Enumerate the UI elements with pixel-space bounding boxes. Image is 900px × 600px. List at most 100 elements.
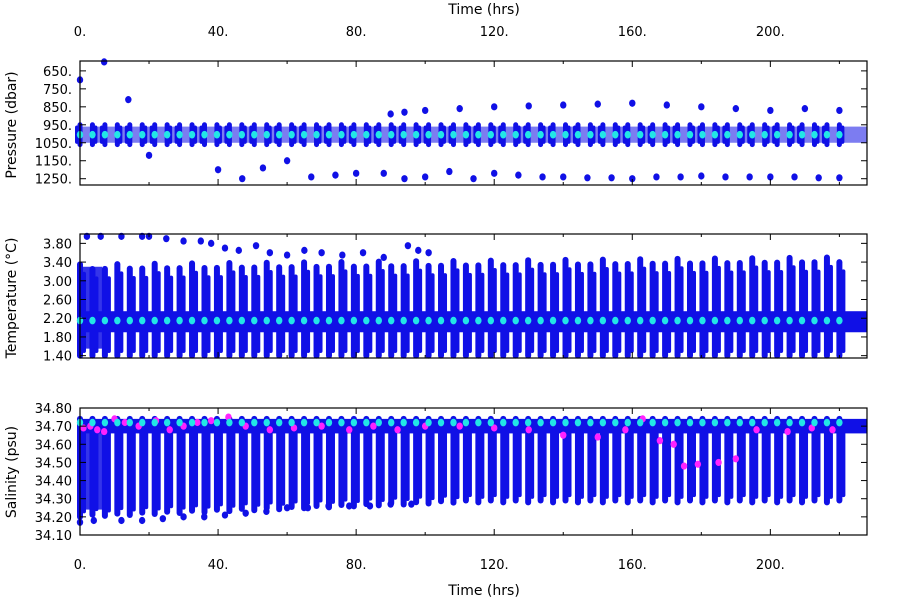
salinity-mean-point [226,418,233,427]
pressure-mean-point [487,130,495,139]
temperature-mean-point [736,316,743,325]
temperature-mean-point [549,316,557,325]
bottom-x-tick-label: 160. [618,558,647,573]
temperature-mean-point [574,316,582,325]
pressure-mean-point [176,130,183,139]
salinity-mean-point [400,418,407,427]
pressure-mean-point [798,130,806,139]
temperature-outlier-point [235,246,242,254]
pressure-mean-point [674,130,681,139]
temperature-mean-point [350,316,358,325]
salinity-outlier-point [366,502,374,510]
pressure-y-tick-label: 750. [43,83,72,98]
temperature-mean-point [761,316,768,325]
temperature-outlier-point [252,242,260,250]
pressure-mean-point [238,130,246,139]
salinity-y-tick-label: 34.30 [35,493,72,508]
pressure-mean-point [114,130,121,139]
temperature-mean-point [562,316,569,325]
salinity-mean-point [661,418,669,427]
salinity-highlight-point [622,426,629,434]
salinity-highlight-point [808,424,815,432]
x-axes: 0. 0. 40. 40. 80. 80. 120. 120. 160. 160. 200. 200. [74,25,840,573]
salinity-mean-point [512,418,519,427]
temperature-mean-point [313,316,320,325]
temperature-outlier-point [301,246,308,254]
pressure-mean-point [637,130,644,139]
temperature-early-cluster [80,266,102,349]
salinity-mean-point [275,418,283,427]
salinity-highlight-point [370,422,377,430]
temperature-y-tick-label: 3.80 [43,237,72,252]
temperature-mean-point [798,316,806,325]
pressure-mean-point [151,130,158,139]
temperature-mean-point [749,316,756,325]
pressure-outlier-point [214,166,222,174]
pressure-mean-point [612,130,619,139]
pressure-mean-point [599,130,607,139]
pressure-mean-point [786,130,793,139]
temperature-y-tick-label: 3.40 [43,256,72,271]
salinity-outlier-point [346,502,353,510]
salinity-highlight-point [100,427,108,436]
bottom-x-tick-label: 200. [756,558,785,573]
pressure-mean-point [163,130,171,139]
temperature-mean-point [300,316,308,325]
salinity-y-tick-label: 34.70 [35,420,72,435]
pressure-outlier-point [380,169,387,177]
salinity-mean-point [686,418,694,427]
salinity-mean-point [300,418,308,427]
pressure-outlier-point [539,173,546,181]
salinity-highlight-point [194,418,201,427]
pressure-mean-point [475,130,482,139]
salinity-mean-point [388,418,395,427]
pressure-outlier-point [629,99,636,107]
salinity-outlier-point [221,511,229,519]
salinity-highlight-point [346,426,353,434]
pressure-mean-point [736,130,743,139]
temperature-mean-point [89,316,96,325]
temperature-mean-point [163,316,171,325]
pressure-y-tick-label: 1250. [35,173,72,188]
salinity-y-tick-label: 34.80 [35,402,72,417]
pressure-mean-point [574,130,582,139]
salinity-outlier-point [304,504,312,512]
temperature-mean-point [500,316,507,325]
temperature-mean-point [176,316,183,325]
salinity-y-tick-label: 34.40 [35,475,72,490]
pressure-outlier-point [767,173,774,181]
temperature-outlier-point [197,237,205,245]
temperature-mean-point [139,316,146,325]
pressure-mean-point [549,130,557,139]
temperature-mean-point [263,316,270,325]
salinity-mean-point [798,418,806,427]
pressure-mean-point [500,130,507,139]
salinity-mean-point [151,418,158,427]
pressure-outlier-point [629,175,636,183]
temperature-mean-point [661,316,669,325]
pressure-mean-point [562,130,569,139]
pressure-mean-point [139,130,146,139]
salinity-mean-point [363,418,370,427]
salinity-mean-point [674,418,681,427]
salinity-outlier-point [180,513,187,521]
pressure-mean-point [624,130,631,139]
pressure-outlier-point [387,110,394,118]
salinity-mean-point [500,418,507,427]
salinity-highlight-point [266,426,274,434]
temperature-mean-point [288,316,295,325]
temperature-mean-point [412,316,420,325]
top-x-tick-label: 160. [618,25,647,40]
pressure-mean-point [462,130,470,139]
salinity-highlight-point [594,433,601,441]
pressure-mean-point [749,130,756,139]
salinity-mean-point [487,418,495,427]
pressure-mean-point [686,130,694,139]
salinity-mean-point [313,418,320,427]
pressure-band [80,126,867,143]
salinity-mean-point [338,418,345,427]
salinity-mean-point [711,418,719,427]
salinity-mean-point [375,418,382,427]
pressure-outlier-point [560,101,567,109]
pressure-y-tick-label: 850. [43,101,72,116]
